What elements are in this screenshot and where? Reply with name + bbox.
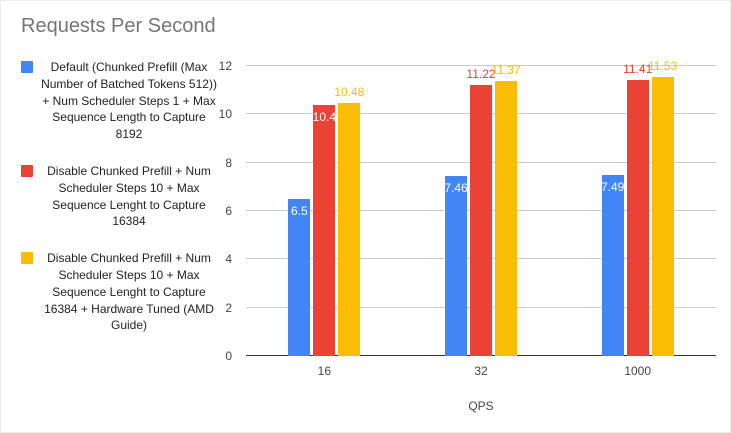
bar-value-label: 11.22 bbox=[466, 66, 496, 81]
legend-swatch-icon bbox=[21, 164, 33, 177]
x-tick-label: 1000 bbox=[624, 364, 652, 378]
gridline bbox=[246, 65, 716, 66]
legend-item-1: Default (Chunked Prefill (Max Number of … bbox=[21, 59, 217, 143]
bar-group-1000: 7.49 11.41 11.53 bbox=[559, 59, 716, 356]
y-tick-label: 4 bbox=[225, 252, 232, 267]
legend-label: Default (Chunked Prefill (Max Number of … bbox=[41, 60, 217, 142]
bar-value-label: 6.5 bbox=[290, 203, 308, 218]
legend-label: Disable Chunked Prefill + Num Scheduler … bbox=[44, 251, 214, 333]
legend-swatch-icon bbox=[21, 252, 33, 265]
legend: Default (Chunked Prefill (Max Number of … bbox=[21, 59, 217, 334]
y-axis-labels: 0 2 4 6 8 10 12 bbox=[196, 60, 238, 362]
y-tick-label: 6 bbox=[225, 204, 232, 218]
bar-value-label: 7.49 bbox=[600, 180, 625, 194]
bar-value-label: 11.37 bbox=[491, 63, 521, 78]
y-tick-label: 8 bbox=[225, 155, 232, 170]
bar-group-16: 6.5 10.4 10.48 bbox=[246, 66, 403, 356]
y-tick-label: 2 bbox=[225, 300, 232, 315]
bar-value-label: 11.53 bbox=[648, 59, 678, 74]
bar-value-label: 7.46 bbox=[444, 180, 468, 195]
chart-title: Requests Per Second bbox=[21, 15, 216, 37]
x-tick-label: 16 bbox=[317, 364, 332, 378]
bar-value-label: 10.48 bbox=[334, 84, 365, 99]
x-tick-label: 32 bbox=[474, 364, 488, 378]
bar-qps1000-series2[interactable]: 11.41 bbox=[623, 62, 652, 356]
legend-label: Disable Chunked Prefill + Num Scheduler … bbox=[47, 163, 211, 229]
bar-qps16-series2[interactable]: 10.4 bbox=[312, 104, 337, 356]
y-tick-label: 0 bbox=[225, 349, 232, 363]
y-tick-label: 12 bbox=[218, 59, 232, 73]
bar-qps16-series1[interactable]: 6.5 bbox=[288, 198, 311, 356]
bar-value-label: 11.41 bbox=[623, 62, 653, 77]
y-tick-label: 10 bbox=[218, 107, 232, 122]
plot-area: 6.5 10.4 10.48 7.46 11.22 11.37 7.49 11.41 11.53 bbox=[246, 59, 716, 356]
x-axis-title: QPS bbox=[468, 399, 494, 413]
bar-qps1000-series3[interactable]: 11.53 bbox=[648, 59, 677, 356]
legend-item-2: Disable Chunked Prefill + Num Scheduler … bbox=[21, 163, 217, 230]
bar-qps32-series2[interactable]: 11.22 bbox=[466, 67, 496, 356]
x-axis-labels: 16 32 1000 bbox=[246, 364, 716, 378]
bar-group-32: 7.46 11.22 11.37 bbox=[403, 63, 560, 356]
bar-qps32-series1[interactable]: 7.46 bbox=[444, 175, 468, 356]
bar-value-label: 10.4 bbox=[312, 109, 337, 124]
bar-qps16-series3[interactable]: 10.48 bbox=[334, 85, 364, 356]
legend-item-3: Disable Chunked Prefill + Num Scheduler … bbox=[21, 250, 217, 334]
bar-qps32-series3[interactable]: 11.37 bbox=[491, 63, 521, 356]
bars-layer: 6.5 10.4 10.48 7.46 11.22 11.37 7.49 11.41 11.53 bbox=[246, 59, 716, 356]
legend-swatch-icon bbox=[21, 61, 33, 73]
bar-qps1000-series1[interactable]: 7.49 bbox=[600, 175, 625, 356]
